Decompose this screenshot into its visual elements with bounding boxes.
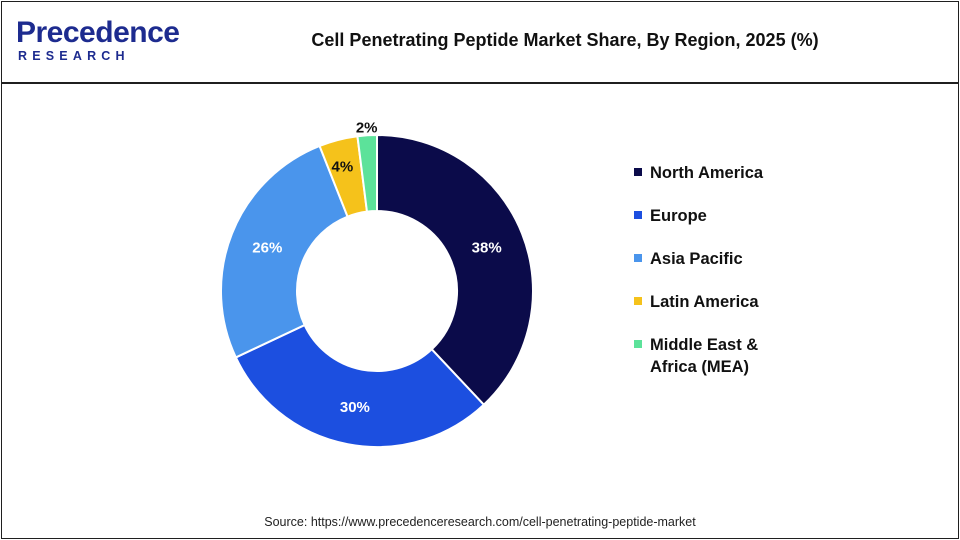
- legend-swatch: [634, 297, 642, 305]
- legend-swatch: [634, 254, 642, 262]
- donut-labels: 38% 30% 26% 4% 2%: [252, 119, 501, 416]
- label-asia-pacific: 26%: [252, 240, 282, 257]
- label-mea: 2%: [356, 119, 378, 136]
- source-note: Source: https://www.precedenceresearch.c…: [264, 515, 696, 529]
- label-europe: 30%: [340, 399, 370, 416]
- legend-label: North America: [650, 164, 764, 182]
- slice-north-america: [376, 133, 534, 407]
- legend-label: Asia Pacific: [650, 250, 743, 268]
- chart-legend: North America Europe Asia Pacific Latin …: [634, 162, 954, 399]
- legend-item-asia-pacific: Asia Pacific: [634, 248, 954, 270]
- label-latin-america: 4%: [332, 159, 354, 176]
- slice-mea: [356, 133, 378, 213]
- logo-wordmark: Precedence: [16, 16, 180, 49]
- label-north-america: 38%: [472, 240, 502, 257]
- legend-label: Latin America: [650, 293, 759, 311]
- logo-subtitle: RESEARCH: [18, 49, 130, 63]
- legend-item-north-america: North America: [634, 162, 954, 184]
- legend-swatch: [634, 211, 642, 219]
- header: Precedence RESEARCH Cell Penetrating Pep…: [2, 2, 958, 84]
- legend-label: Europe: [650, 207, 707, 225]
- legend-item-europe: Europe: [634, 205, 954, 227]
- legend-item-latin-america: Latin America: [634, 291, 954, 313]
- slice-asia-pacific: [220, 144, 349, 359]
- donut-slices: [220, 133, 534, 448]
- precedence-research-logo: Precedence RESEARCH: [16, 16, 180, 68]
- legend-swatch: [634, 168, 642, 176]
- legend-swatch: [634, 340, 642, 348]
- legend-item-mea: Middle East & Africa (MEA): [634, 334, 954, 378]
- slice-europe: [234, 323, 486, 448]
- chart-title: Cell Penetrating Peptide Market Share, B…: [311, 30, 819, 50]
- legend-label: Middle East & Africa (MEA): [650, 336, 759, 376]
